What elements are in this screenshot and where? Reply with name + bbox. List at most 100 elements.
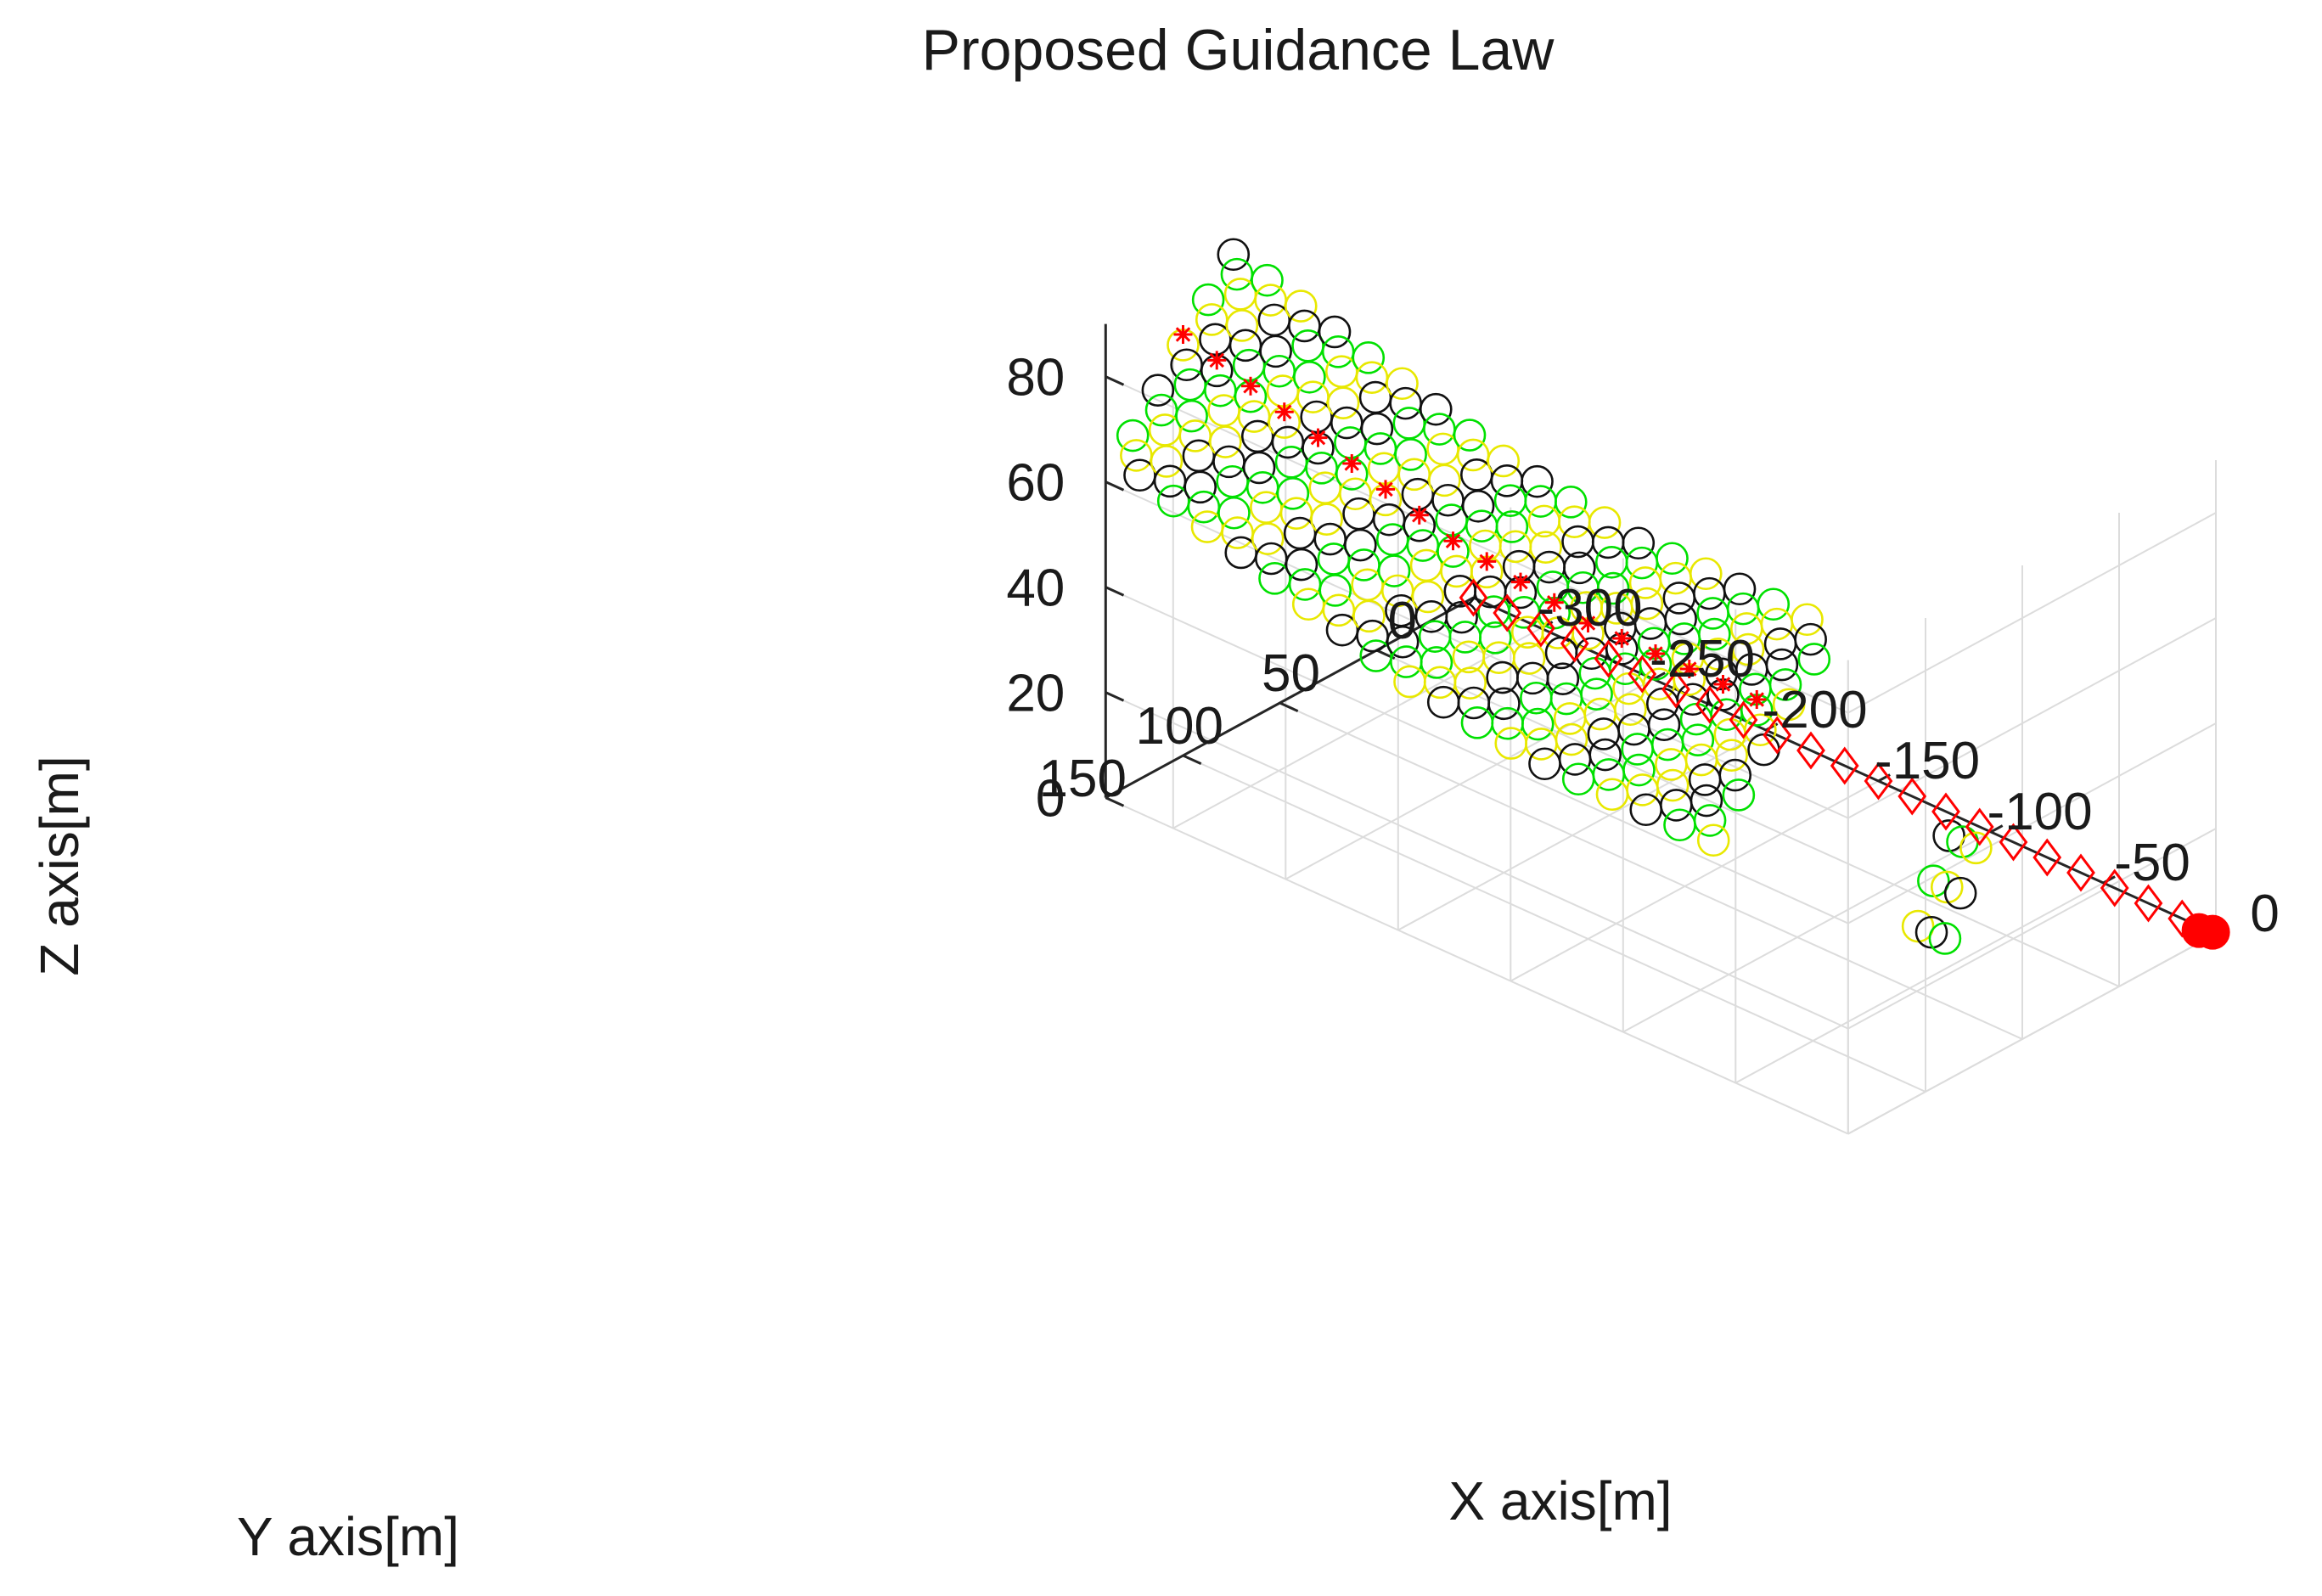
swarm-circle-marker [1693,804,1727,837]
swarm-circle-marker [1622,753,1656,787]
swarm-circle-marker [1592,758,1626,791]
swarm-circle-marker [1271,425,1305,459]
leader-star-marker [1342,454,1362,473]
swarm-circle-marker [1718,758,1752,792]
z-tick-label: 40 [1006,559,1065,618]
grid-line-back-z [1105,586,1849,924]
x-axis-label: X axis[m] [1448,1470,1672,1531]
grid-line-back-z [1105,480,1849,819]
target-diamond-marker [1763,716,1792,755]
swarm-circle-marker [1656,542,1689,576]
swarm-circle-marker [1262,354,1296,388]
swarm-circle-marker [1288,568,1322,601]
swarm-circle-marker [1622,526,1656,560]
x-tick-label: -150 [1875,732,1980,790]
swarm-circle-marker [1558,743,1592,776]
swarm-circle-marker [1549,682,1583,716]
swarm-circle-marker [1313,522,1347,556]
swarm-circle-marker [1629,793,1663,827]
star-stroke [1648,646,1663,661]
swarm-circle-marker [1457,686,1491,720]
swarm-circle-marker [1760,607,1794,641]
swarm-circle-marker [1175,399,1208,433]
swarm-circle-marker [1406,529,1440,562]
swarm-circle-marker [1689,784,1723,818]
leader-star-marker [1511,572,1530,592]
swarm-circle-marker [1561,762,1595,796]
swarm-circle-marker [1225,309,1259,342]
star-stroke [1546,595,1562,610]
swarm-circle-marker [1284,289,1318,323]
chart-title: Proposed Guidance Law [922,18,1555,82]
z-tick-label: 80 [1006,349,1065,407]
star-stroke [1243,379,1258,394]
grid-line-floor-x [1172,627,1542,829]
swarm-circle-marker [1588,506,1622,539]
swarm-circle-marker [1414,599,1448,633]
leader-star-marker [1207,351,1227,370]
y-tick-label: 100 [1136,697,1223,756]
swarm-circle-marker [1251,263,1284,297]
target-diamond-marker [1560,624,1589,663]
swarm-circle-marker [1591,525,1625,559]
swarm-circle-marker [1255,542,1288,576]
swarm-circle-marker [1626,773,1659,806]
swarm-circle-marker [1259,334,1292,368]
swarm-circle-marker [1285,548,1318,582]
swarm-circle-marker [1498,530,1532,564]
swarm-circle-marker [1791,603,1824,637]
grid-line-floor-x [1285,678,1654,880]
swarm-circle-marker [1479,621,1512,655]
grid-line-floor-x [1397,729,1767,931]
leader-star-marker [1747,690,1767,709]
swarm-circle-marker [1614,693,1647,727]
swarm-circle-marker [1221,516,1254,549]
swarm-circle-marker [1326,386,1360,419]
swarm-circle-marker [1386,625,1420,659]
swarm-circle-marker [1495,510,1529,543]
swarm-circle-marker [1288,309,1321,343]
swarm-circle-marker [1245,470,1279,504]
swarm-circle-marker [1310,503,1343,537]
y-tick-label: 50 [1262,644,1320,703]
swarm-circle-marker [1664,602,1697,636]
swarm-circle-marker [1625,546,1659,580]
swarm-circle-marker [1170,348,1203,382]
swarm-circle-marker [1512,642,1546,675]
grid-line-floor-x [1622,831,1992,1033]
grid-line-floor-x [1734,882,2104,1084]
leader-star-marker [1646,644,1665,663]
swarm-circle-marker [1596,571,1630,605]
grid-line-side-z [1847,722,2217,924]
swarm-circle-marker [1630,587,1664,621]
swarm-circle-marker [1656,768,1689,802]
star-stroke [1614,631,1630,646]
leader-star-marker [1544,593,1564,612]
star-stroke [1276,404,1292,419]
target-diamond-marker [1594,639,1623,678]
x-tick-label: -200 [1763,681,1868,739]
swarm-circle-marker [1220,257,1254,291]
swarm-circle-marker [1487,687,1521,721]
swarm-circle-marker [1330,406,1363,440]
grid-lines [1105,354,2217,1135]
swarm-circle-marker [1765,648,1799,682]
star-stroke [1378,481,1393,497]
swarm-circle-marker [1296,380,1330,413]
target-diamond-marker [1628,655,1657,694]
grid-line-floor-y [1279,702,2023,1040]
target-diamond-marker [2032,838,2062,877]
swarm-circle-marker [1461,489,1495,523]
swarm-circle-marker [1797,643,1831,676]
x-axis-line [1472,596,2217,936]
grid-line-side-z [1847,512,2217,714]
swarm-circle-marker [1588,738,1622,772]
swarm-circle-marker [1153,464,1187,498]
target-final-marker [2195,914,2230,950]
swarm-circle-marker [1393,665,1426,699]
swarm-circle-marker [1448,621,1482,654]
swarm-circle-marker [1318,315,1352,349]
swarm-circle-marker [1555,722,1588,756]
swarm-circle-marker [1731,632,1765,666]
swarm-circle-marker [1456,438,1490,472]
